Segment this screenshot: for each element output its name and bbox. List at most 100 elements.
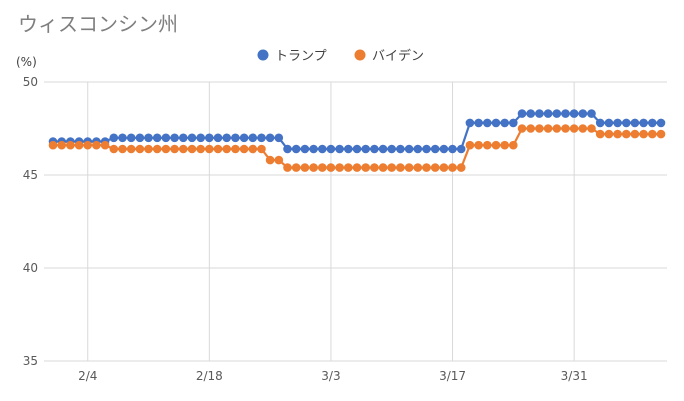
data-point [326,144,336,154]
data-point [639,118,648,128]
data-point [291,144,301,154]
data-point [187,133,197,143]
data-point [248,144,258,154]
data-point [179,144,188,154]
x-tick-label: 3/3 [321,369,340,383]
x-tick-label: 2/4 [78,369,97,383]
data-point [561,109,570,118]
data-point [309,163,318,172]
y-tick-label: 40 [23,261,38,275]
y-axis-unit: (%) [16,55,37,69]
data-point [126,144,136,154]
x-axis-ticks: 2/4 2/18 3/3 3/17 3/31 [78,369,588,383]
y-axis-ticks: 35 40 45 50 [23,75,38,368]
legend-marker [354,49,366,61]
data-point [569,124,579,133]
series-トランプ [48,109,666,154]
data-point [613,129,622,139]
data-point [587,124,596,133]
data-point [526,109,535,118]
data-point [152,144,162,154]
data-point [109,144,119,154]
data-point [630,118,640,128]
data-point [483,140,492,150]
data-point [413,163,423,172]
data-point [569,109,579,118]
data-point [587,109,596,118]
data-point [604,129,614,139]
legend: トランプ バイデン [257,48,424,64]
data-point [283,144,292,154]
data-point [552,124,562,133]
data-point [491,118,501,128]
data-point [213,133,223,143]
data-point [66,140,75,150]
data-point [222,144,231,154]
data-point [57,140,66,150]
data-point [483,118,492,128]
data-point [352,144,362,154]
x-tick-label: 3/17 [439,369,466,383]
data-point [387,144,397,154]
data-point [222,133,231,143]
data-point [439,163,449,172]
data-point [448,163,457,172]
data-point [509,140,518,150]
data-point [83,140,92,150]
data-point [535,124,544,133]
data-point [100,140,110,150]
y-tick-label: 45 [23,168,38,182]
data-point [465,118,475,128]
y-tick-label: 35 [23,354,38,368]
data-point [135,144,145,154]
data-point [274,155,284,165]
data-point [257,144,266,154]
legend-item: バイデン [354,48,424,64]
data-point [135,133,145,143]
legend-label: トランプ [275,49,327,64]
data-point [196,133,205,143]
series-layer [48,109,666,172]
data-point [265,133,275,143]
data-point [622,129,631,139]
data-point [613,118,622,128]
data-point [622,118,631,128]
data-point [648,118,657,128]
data-point [161,133,171,143]
data-point [648,129,657,139]
data-point [205,144,214,154]
data-point [231,144,240,154]
data-point [439,144,449,154]
data-point [370,163,379,172]
data-point [500,140,510,150]
data-point [170,144,179,154]
data-point [370,144,379,154]
x-tick-label: 3/31 [561,369,588,383]
data-point [396,163,405,172]
data-point [257,133,266,143]
data-point [422,144,431,154]
data-point [109,133,119,143]
x-tick-label: 2/18 [196,369,223,383]
data-point [378,144,388,154]
chart-title: ウィスコンシン州 [18,12,178,36]
legend-marker [257,49,269,61]
data-point [378,163,388,172]
data-point [526,124,535,133]
data-point [456,144,466,154]
data-point [92,140,101,150]
data-point [318,144,327,154]
data-point [656,118,666,128]
data-point [291,163,301,172]
data-point [187,144,197,154]
data-point [361,144,371,154]
data-point [144,144,153,154]
data-point [144,133,153,143]
data-point [656,129,666,139]
data-point [126,133,136,143]
data-point [335,163,344,172]
data-point [430,163,440,172]
data-point [352,163,362,172]
